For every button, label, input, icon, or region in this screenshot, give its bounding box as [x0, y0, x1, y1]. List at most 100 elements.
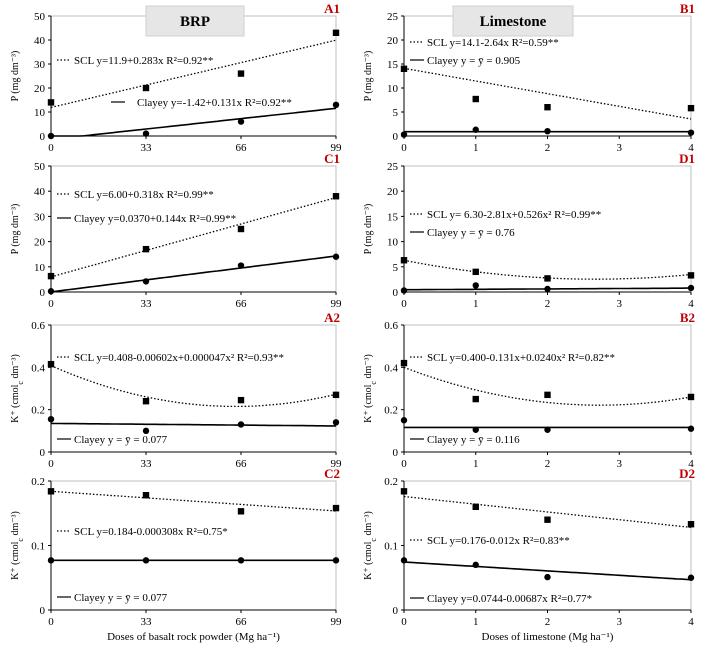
x-tick-label: 1 [473, 616, 479, 628]
x-tick-label: 2 [545, 142, 551, 154]
data-point-scl [400, 257, 408, 264]
y-tick-label: 0 [393, 131, 399, 143]
x-tick-label: 2 [545, 298, 551, 310]
data-point-clayey [400, 557, 408, 564]
data-point-clayey [400, 287, 408, 294]
x-tick-label: 0 [401, 142, 407, 154]
panel-label: A1 [324, 1, 340, 16]
y-tick-label: 25 [387, 161, 399, 173]
y-tick-label: 50 [34, 161, 46, 173]
data-point-clayey [332, 557, 340, 564]
equation-label-clayey: Clayey y=0.0370+0.144x R²=0.99** [74, 213, 236, 225]
data-point-clayey [237, 421, 245, 428]
x-tick-label: 1 [473, 298, 479, 310]
fit-line-scl [50, 196, 337, 278]
x-tick-label: 3 [617, 458, 623, 470]
equation-label-scl: SCL y=0.400-0.131x+0.0240x² R²=0.82** [427, 352, 615, 364]
data-point-scl [472, 95, 479, 103]
column-title: BRP [180, 14, 210, 30]
x-tick-label: 66 [236, 616, 248, 628]
data-point-scl [237, 225, 245, 233]
x-tick-label: 33 [141, 616, 153, 628]
equation-label-scl: SCL y=11.9+0.283x R²=0.92** [74, 55, 213, 67]
y-tick-label: 0.6 [384, 320, 398, 332]
data-point-clayey [142, 130, 150, 137]
data-point-scl [142, 245, 150, 253]
data-point-clayey [332, 253, 340, 260]
y-tick-label: 0.2 [384, 405, 398, 417]
panel-c1: 0 10 20 30 40 50 0 33 66 99 P (mg dm⁻³) C1 SCL y=6.0… [10, 151, 342, 310]
equation-label-scl: SCL y=0.176-0.012x R²=0.83** [427, 535, 570, 547]
y-tick-label: 0.2 [384, 476, 398, 488]
data-point-scl [544, 104, 551, 111]
x-tick-label: 33 [141, 298, 153, 310]
x-tick-label: 0 [401, 458, 407, 470]
y-tick-label: 0 [40, 605, 46, 617]
panel-b1: 0 5 10 15 20 25 0 1 2 3 4 P (mg dm⁻³) Limestone B1 SCL… [363, 1, 695, 154]
equation-label-scl: SCL y=0.184-0.000308x R²=0.75* [74, 526, 228, 538]
y-tick-label: 0.4 [384, 362, 398, 374]
y-tick-label: 5 [393, 107, 399, 119]
data-point-scl [687, 393, 695, 401]
y-tick-label: 10 [34, 262, 46, 274]
plot-frame [50, 324, 337, 453]
data-point-scl [472, 503, 479, 510]
y-tick-label: 30 [34, 211, 46, 223]
fit-line-scl [50, 365, 337, 408]
plot-frame [50, 480, 337, 611]
data-point-scl [472, 395, 479, 403]
equation-label-scl: SCL y= 6.30-2.81x+0.526x² R²=0.99** [427, 209, 601, 221]
x-tick-label: 99 [331, 142, 343, 154]
data-point-clayey [687, 129, 695, 136]
fit-line-clayey [50, 255, 337, 293]
x-tick-label: 33 [141, 458, 153, 470]
data-point-clayey [47, 132, 55, 140]
equation-label-scl: SCL y=0.408-0.00602x+0.000047x² R²=0.93*… [74, 352, 284, 364]
data-point-scl [544, 391, 551, 399]
y-tick-label: 0 [40, 287, 46, 299]
data-point-clayey [544, 128, 551, 135]
x-tick-label: 66 [236, 458, 248, 470]
data-point-clayey [472, 561, 479, 569]
data-point-scl [237, 70, 245, 77]
fit-line-scl [50, 490, 337, 512]
fit-line-scl [403, 366, 692, 406]
y-tick-label: 15 [387, 211, 399, 223]
fit-line-clayey [51, 107, 337, 137]
y-axis-label: P (mg dm⁻³) [10, 51, 21, 102]
y-tick-label: 10 [34, 107, 46, 119]
data-point-scl [47, 488, 55, 495]
data-point-clayey [544, 573, 551, 581]
data-point-scl [332, 29, 340, 36]
x-axis-label: Doses of limestone (Mg ha⁻¹) [482, 631, 614, 643]
data-point-clayey [687, 574, 695, 581]
data-point-clayey [237, 118, 245, 125]
y-tick-label: 20 [34, 237, 46, 249]
data-point-scl [400, 488, 408, 495]
data-point-clayey [400, 131, 408, 138]
equation-label-clayey: Clayey y=-1.42+0.131x R²=0.92** [137, 97, 292, 109]
x-tick-label: 3 [617, 298, 623, 310]
data-point-clayey [142, 278, 150, 285]
data-point-scl [332, 391, 340, 399]
data-point-scl [687, 104, 695, 112]
equation-label-clayey: Clayey y = ȳ = 0.077 [74, 592, 168, 604]
x-tick-label: 3 [617, 616, 623, 628]
x-tick-label: 3 [617, 142, 623, 154]
x-tick-label: 0 [48, 458, 54, 470]
column-title-box [452, 5, 574, 37]
data-point-scl [687, 272, 695, 279]
x-tick-label: 4 [688, 142, 694, 154]
data-point-clayey [544, 426, 551, 433]
data-point-scl [142, 84, 150, 92]
data-point-scl [472, 268, 479, 276]
y-axis-label: P (mg dm⁻³) [363, 204, 374, 255]
column-title-box [145, 5, 245, 37]
equation-label-scl: SCL y=14.1-2.64x R²=0.59** [427, 37, 559, 49]
x-tick-label: 1 [473, 458, 479, 470]
y-tick-label: 0.6 [31, 320, 45, 332]
panel-a2: 0 0.2 0.4 0.6 0 33 66 99 K⁺ (cmolc dm⁻³) A2 SCL y=… [10, 310, 342, 470]
data-point-clayey [47, 557, 55, 564]
data-point-scl [544, 275, 551, 282]
data-point-scl [142, 491, 150, 499]
